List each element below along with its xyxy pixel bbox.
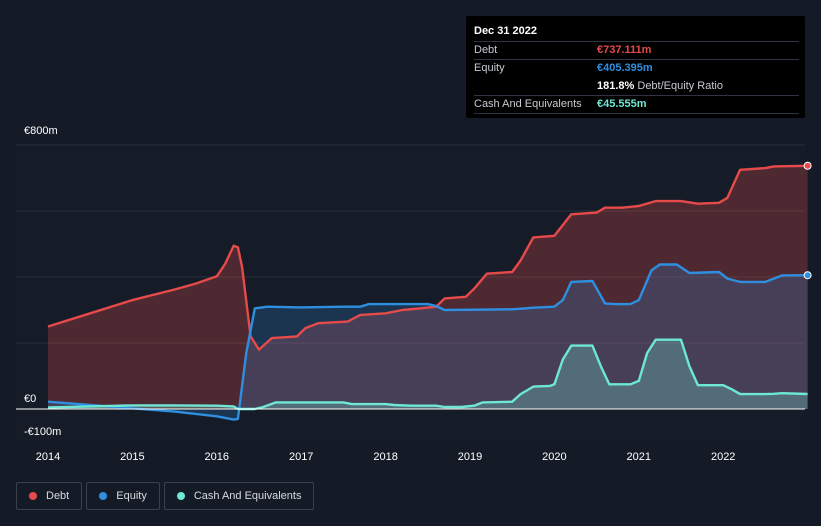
y-axis-label: €0	[24, 393, 36, 405]
tooltip-ratio: 181.8% Debt/Equity Ratio	[597, 78, 723, 95]
legend-dot-equity	[99, 492, 108, 500]
tooltip-ratio-row: 181.8% Debt/Equity Ratio	[474, 77, 799, 95]
x-tick-label: 2019	[458, 451, 482, 463]
x-tick-label: 2018	[373, 451, 397, 463]
y-axis-label: -€100m	[24, 426, 61, 438]
chart-legend: Debt Equity Cash And Equivalents	[16, 482, 315, 510]
y-axis-label: €800m	[24, 125, 58, 137]
tooltip-equity-row: Equity €405.395m	[474, 59, 799, 77]
x-tick-label: 2014	[36, 451, 60, 463]
tooltip-debt-value: €737.111m	[597, 44, 652, 56]
legend-item-cash[interactable]: Cash And Equivalents	[163, 482, 315, 510]
line-debt	[47, 164, 808, 351]
x-tick-label: 2020	[542, 451, 566, 463]
x-tick-label: 2022	[711, 451, 735, 463]
legend-label-cash: Cash And Equivalents	[193, 490, 302, 502]
legend-dot-debt	[29, 492, 37, 500]
x-tick-label: 2017	[289, 451, 313, 463]
end-marker-debt	[803, 161, 812, 170]
line-equity	[47, 263, 808, 421]
legend-dot-cash	[176, 492, 185, 500]
area-equity	[48, 264, 808, 420]
tooltip-ratio-label: Debt/Equity Ratio	[637, 80, 723, 92]
tooltip-equity-value: €405.395m	[597, 62, 653, 74]
area-debt	[48, 165, 808, 409]
tooltip-cash-value: €45.555m	[597, 98, 647, 110]
area-cash	[48, 339, 808, 409]
legend-label-equity: Equity	[116, 490, 147, 502]
tooltip-equity-label: Equity	[474, 62, 505, 74]
tooltip-debt-label: Debt	[474, 44, 498, 56]
x-tick-label: 2021	[627, 451, 651, 463]
legend-label-debt: Debt	[46, 490, 70, 502]
legend-item-debt[interactable]: Debt	[16, 482, 83, 510]
tooltip-date: Dec 31 2022	[474, 25, 537, 37]
tooltip-panel: Dec 31 2022 Debt €737.111m Equity €405.3…	[466, 16, 805, 118]
x-tick-label: 2015	[120, 451, 144, 463]
end-marker-equity	[803, 271, 812, 280]
tooltip-ratio-value: 181.8%	[597, 80, 635, 92]
tooltip-debt-row: Debt €737.111m	[474, 41, 799, 59]
tooltip-cash-label: Cash And Equivalents	[474, 98, 582, 110]
x-tick-label: 2016	[205, 451, 229, 463]
tooltip-cash-row: Cash And Equivalents €45.555m	[474, 95, 799, 114]
legend-item-equity[interactable]: Equity	[86, 482, 160, 510]
plot-background	[16, 145, 805, 443]
